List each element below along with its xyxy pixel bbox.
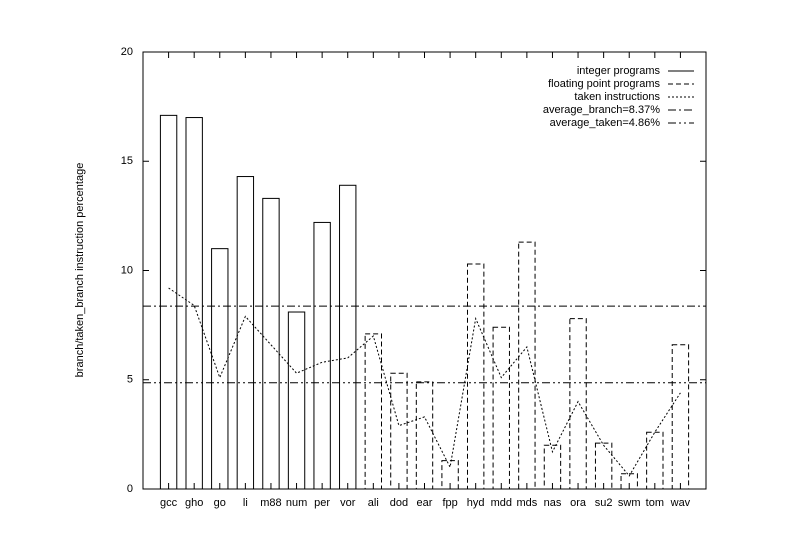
bar	[671, 344, 690, 490]
x-tick-label: mdd	[491, 497, 512, 509]
bar	[211, 248, 229, 490]
bar	[236, 176, 255, 490]
x-tick-label: wav	[670, 497, 691, 509]
y-tick-label: 0	[127, 483, 133, 495]
x-tick-label: mds	[516, 497, 537, 509]
bar	[543, 444, 562, 490]
x-tick-label: ear	[417, 497, 433, 509]
x-tick-label: ali	[368, 497, 379, 509]
bar	[518, 241, 536, 490]
bar	[569, 318, 587, 490]
x-tick-label: hyd	[467, 497, 485, 509]
y-tick-label: 10	[121, 264, 133, 276]
x-tick-label: per	[314, 497, 330, 509]
x-tick-label: su2	[595, 497, 613, 509]
x-tick-label: gho	[185, 497, 203, 509]
legend-label: taken instructions	[574, 91, 660, 103]
y-tick-label: 15	[121, 155, 133, 167]
bar	[339, 184, 357, 490]
x-tick-label: ora	[570, 497, 587, 509]
x-tick-label: gcc	[160, 497, 178, 509]
x-tick-label: swm	[618, 497, 641, 509]
x-tick-label: fpp	[442, 497, 457, 509]
bar	[620, 473, 638, 490]
bar	[262, 197, 280, 490]
bar	[185, 117, 203, 490]
x-tick-label: vor	[340, 497, 356, 509]
y-tick-label: 5	[127, 374, 133, 386]
x-tick-label: go	[214, 497, 226, 509]
line	[168, 287, 681, 477]
y-axis-label: branch/taken_branch instruction percenta…	[74, 163, 86, 378]
bar	[313, 221, 331, 490]
bar	[287, 311, 306, 490]
bar	[466, 263, 485, 490]
x-tick-label: nas	[544, 497, 562, 509]
bar	[441, 460, 459, 490]
legend-label: integer programs	[577, 65, 661, 77]
x-tick-label: num	[286, 497, 307, 509]
legend-label: average_branch=8.37%	[543, 104, 660, 116]
x-tick-label: tom	[646, 497, 664, 509]
x-tick-label: m88	[260, 497, 281, 509]
bar	[492, 326, 510, 490]
bar	[594, 442, 613, 490]
x-tick-label: dod	[390, 497, 408, 509]
legend-label: average_taken=4.86%	[550, 117, 661, 129]
bar	[646, 431, 664, 490]
legend-label: floating point programs	[548, 78, 660, 90]
bar	[159, 114, 178, 490]
bar	[364, 333, 383, 490]
y-tick-label: 20	[121, 46, 133, 58]
x-tick-label: li	[243, 497, 248, 509]
bar	[415, 381, 434, 490]
bar	[390, 372, 408, 490]
